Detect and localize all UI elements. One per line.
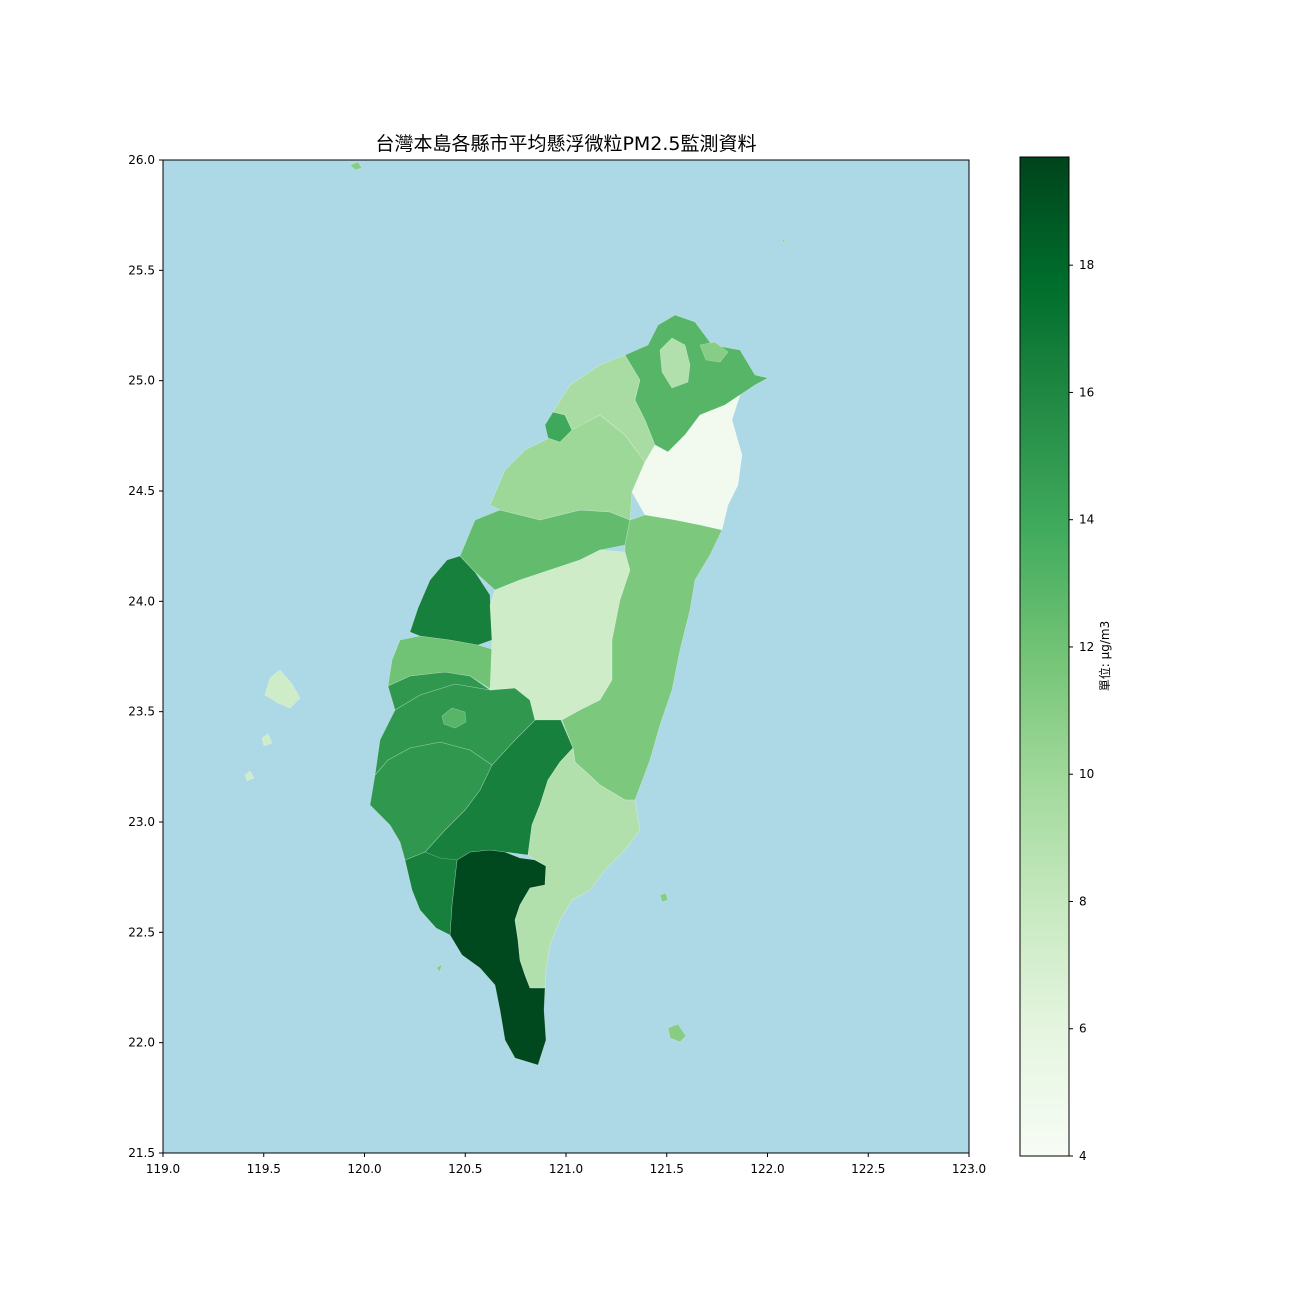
colorbar-tick-label: 10 [1079, 767, 1094, 781]
colorbar-tick-label: 14 [1079, 513, 1094, 527]
colorbar-tick-label: 18 [1079, 258, 1094, 272]
y-tick-label: 23.0 [128, 815, 155, 829]
y-tick-label: 26.0 [128, 153, 155, 167]
x-axis-ticks: 119.0 119.5 120.0 120.5 121.0 121.5 122.0 122.5… [146, 1153, 986, 1176]
y-tick-label: 25.5 [128, 263, 155, 277]
x-tick-label: 122.0 [750, 1162, 784, 1176]
region-yilan [631, 394, 743, 531]
x-tick-label: 120.0 [347, 1162, 381, 1176]
y-tick-label: 22.0 [128, 1036, 155, 1050]
y-tick-label: 24.0 [128, 594, 155, 608]
map-regions [244, 161, 786, 1066]
region-keelung [699, 341, 729, 363]
region-penghu [244, 669, 301, 782]
colorbar-tick-label: 6 [1079, 1022, 1087, 1036]
region-taitung [514, 747, 641, 989]
x-tick-label: 119.0 [146, 1162, 180, 1176]
x-tick-label: 121.0 [549, 1162, 583, 1176]
y-tick-label: 24.5 [128, 484, 155, 498]
chart-title: 台灣本島各縣市平均懸浮微粒PM2.5監測資料 [375, 133, 756, 155]
region-taipei [659, 337, 691, 389]
x-tick-label: 122.5 [851, 1162, 885, 1176]
x-tick-label: 123.0 [952, 1162, 986, 1176]
y-tick-label: 25.0 [128, 374, 155, 388]
colorbar-tick-label: 12 [1079, 640, 1094, 654]
colorbar [1019, 156, 1070, 1157]
colorbar-tick-label: 16 [1079, 385, 1094, 399]
y-tick-label: 22.5 [128, 925, 155, 939]
colorbar-ticks: 4 6 8 10 12 14 16 18 [1069, 258, 1094, 1163]
region-taichung [409, 555, 493, 646]
y-tick-label: 23.5 [128, 705, 155, 719]
colorbar-tick-label: 4 [1079, 1149, 1087, 1163]
x-tick-label: 119.5 [247, 1162, 281, 1176]
y-axis-ticks: 21.5 22.0 22.5 23.0 23.5 24.0 24.5 25.0 25.5 26.0 [128, 153, 163, 1160]
region-islands [349, 161, 786, 1043]
region-kaohsiung [404, 717, 574, 936]
colorbar-tick-label: 8 [1079, 894, 1087, 908]
x-tick-label: 120.5 [448, 1162, 482, 1176]
x-tick-label: 121.5 [650, 1162, 684, 1176]
y-tick-label: 21.5 [128, 1146, 155, 1160]
colorbar-label: 單位: µg/m3 [1097, 621, 1112, 691]
region-chiayi-city [441, 707, 467, 729]
